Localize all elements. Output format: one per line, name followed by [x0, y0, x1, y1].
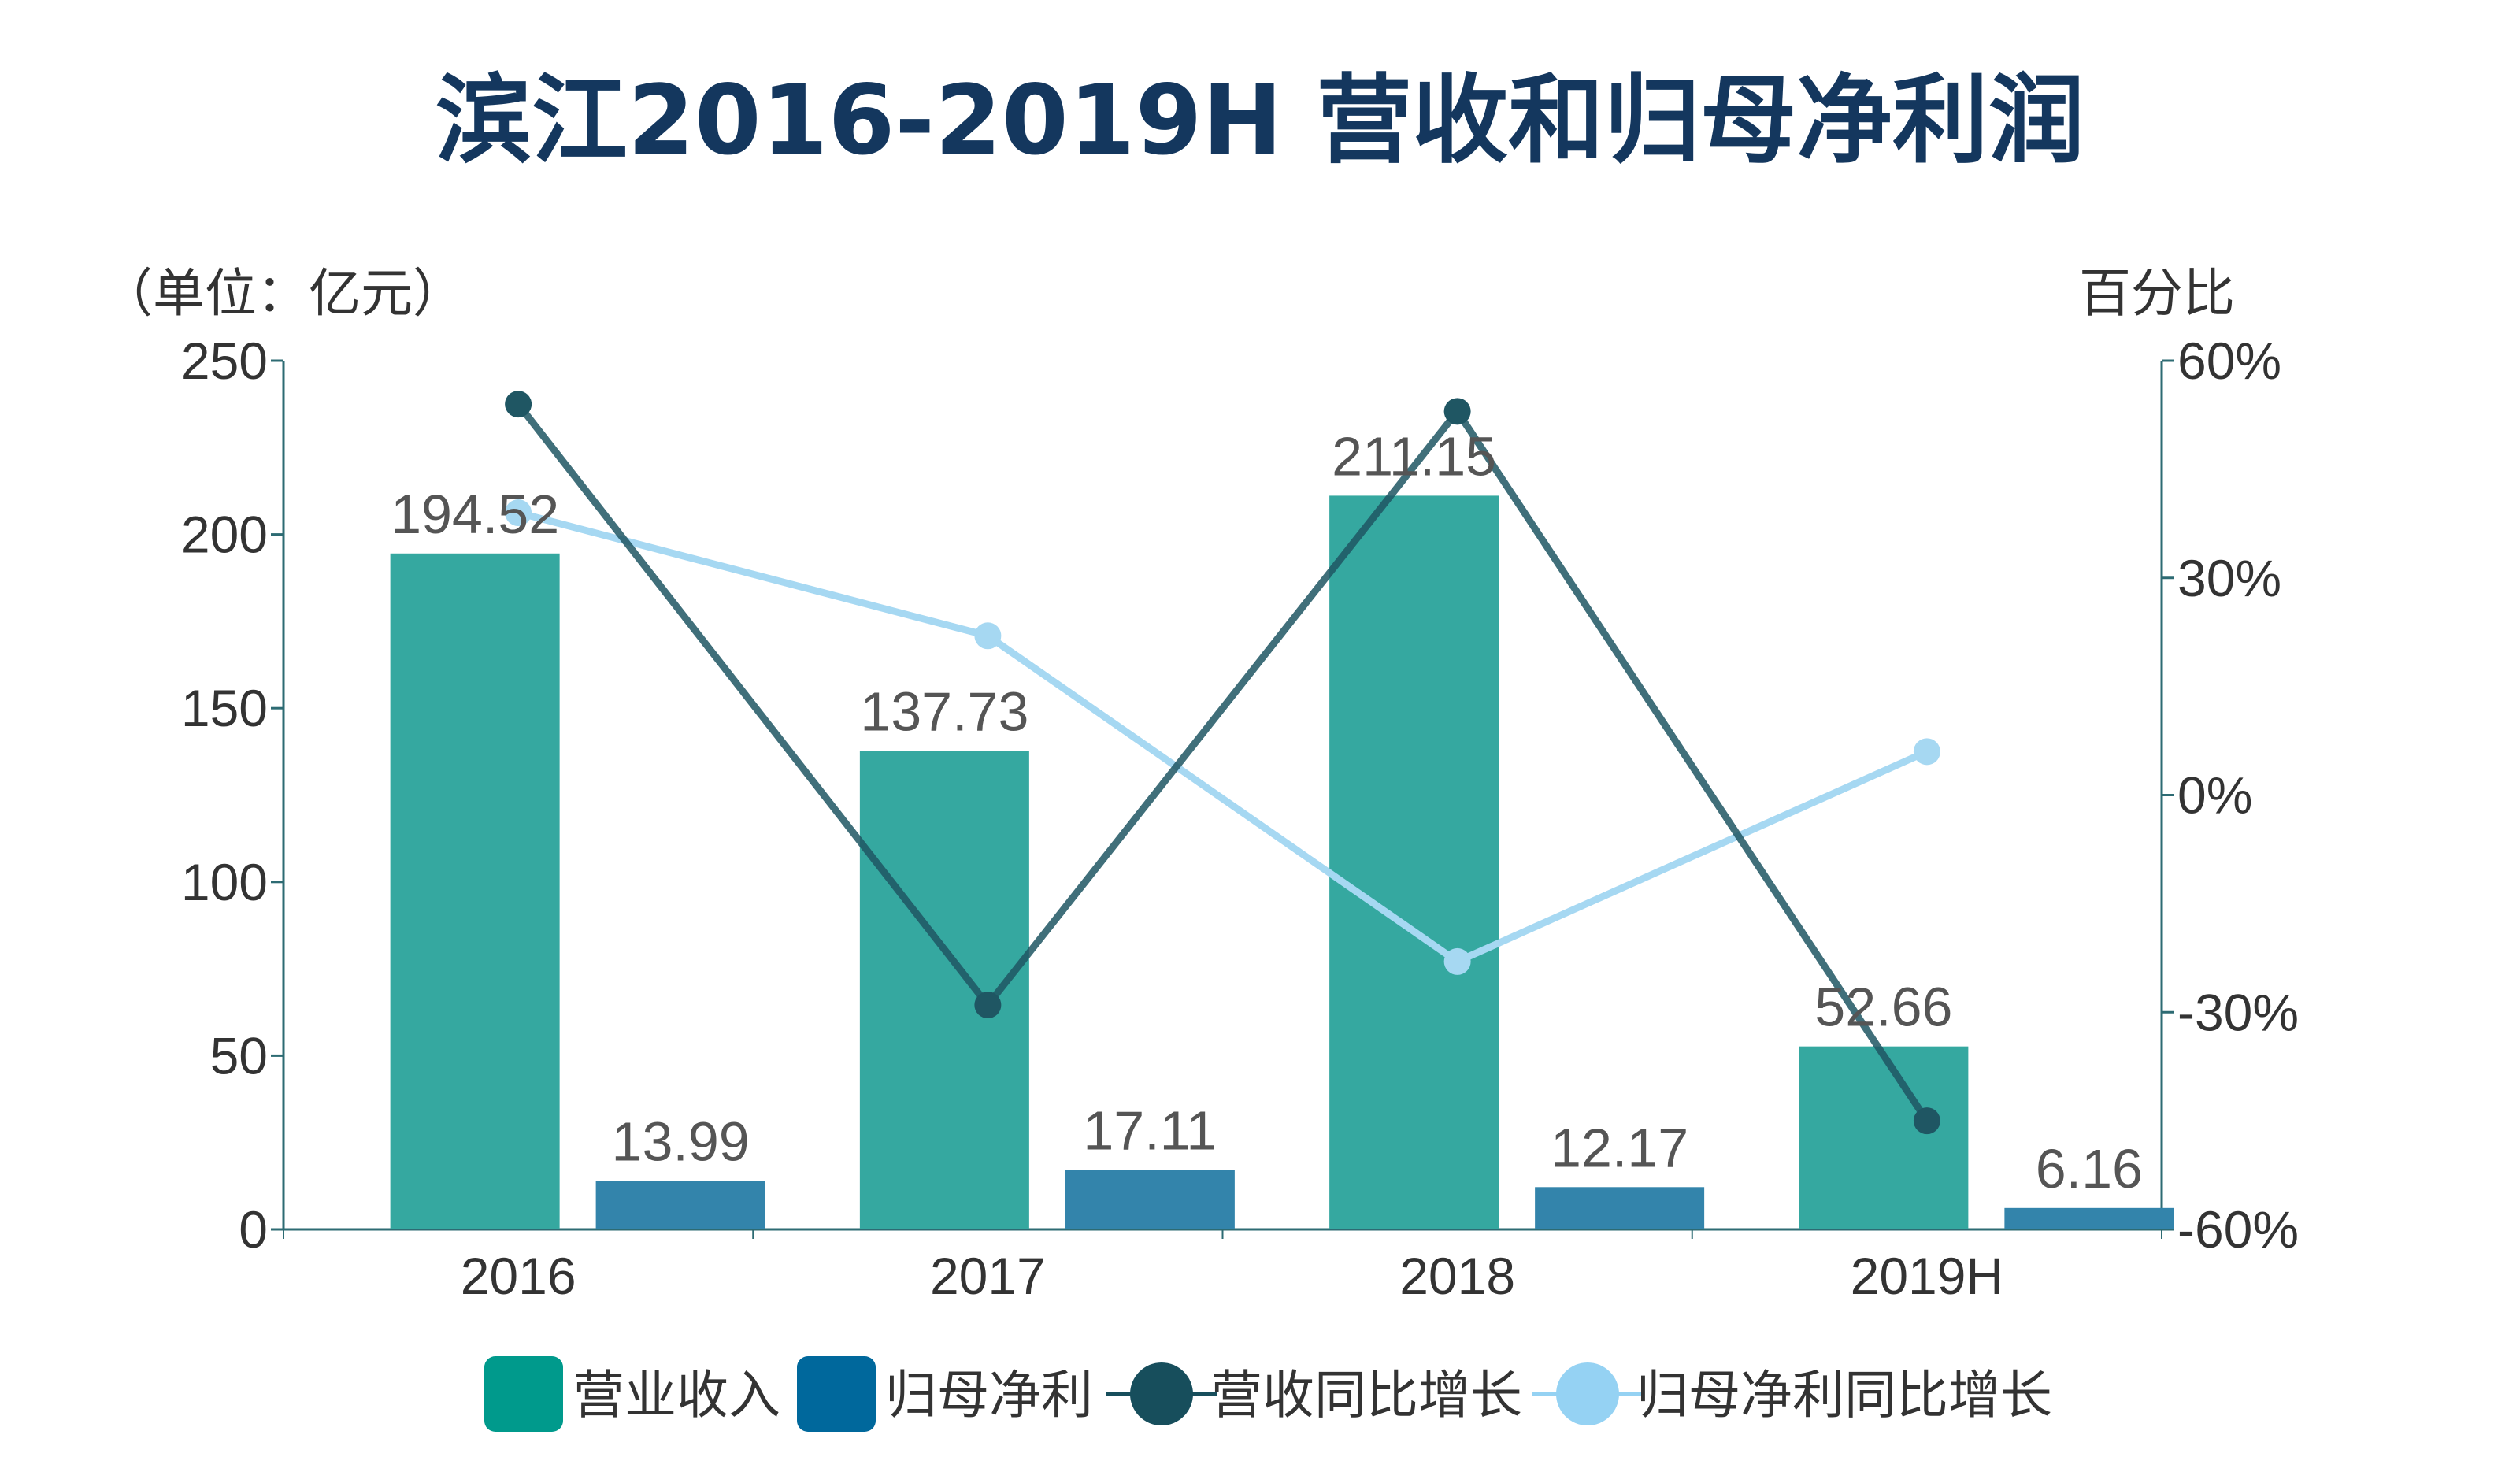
right-tick-label: 60%: [2177, 332, 2281, 390]
bars-layer: [390, 495, 2174, 1229]
bar-营业收入-2016: [390, 553, 560, 1229]
legend-marker-营收同比增长: [1130, 1362, 1193, 1425]
data-label-归母净利-2019H: 6.16: [2036, 1138, 2143, 1199]
right-tick-label: 30%: [2177, 549, 2281, 607]
legend: 营业收入 归母净利 营收同比增长 归母净利同比增长: [484, 1356, 2052, 1432]
data-label-营业收入-2016: 194.52: [391, 484, 559, 545]
data-label-归母净利-2017: 17.11: [1083, 1100, 1217, 1162]
bar-归母净利-2016: [595, 1181, 765, 1229]
line-归母净利同比增长: [517, 509, 1929, 966]
point-归母净利同比增长-2018: [1443, 947, 1471, 975]
legend-swatch-营业收入: [484, 1356, 563, 1432]
x-tick-label: 2016: [461, 1247, 576, 1305]
x-tick-label: 2019H: [1851, 1247, 2004, 1305]
left-axis-unit-label: （单位：亿元）: [101, 263, 465, 324]
left-tick-label: 50: [210, 1026, 268, 1084]
data-label-营业收入-2018: 211.15: [1332, 425, 1496, 487]
legend-swatch-归母净利: [797, 1356, 876, 1432]
legend-label-归母净利: 归母净利: [885, 1365, 1093, 1425]
left-tick-label: 0: [239, 1200, 268, 1259]
right-axis-label: 百分比: [2079, 263, 2235, 324]
x-tick-label: 2018: [1399, 1247, 1515, 1305]
left-tick-label: 250: [181, 332, 268, 390]
bar-归母净利-2017: [1065, 1170, 1235, 1229]
legend-label-营收同比增长: 营收同比增长: [1210, 1365, 1522, 1425]
bar-归母净利-2019H: [2004, 1207, 2174, 1229]
point-营收同比增长-2017: [974, 992, 1002, 1019]
point-归母净利同比增长-2016: [505, 499, 532, 527]
line-营收同比增长: [515, 402, 1930, 1123]
right-tick-label: 0%: [2177, 766, 2252, 825]
right-tick-label: -30%: [2177, 983, 2299, 1041]
lines-layer: [505, 391, 1940, 1135]
x-tick-label: 2017: [930, 1247, 1046, 1305]
data-label-归母净利-2018: 12.17: [1551, 1117, 1688, 1178]
axes-layer: 0 50 100 150 200 250 -60% -30% 0% 30% 60% 2016 2017 2…: [181, 332, 2299, 1305]
point-归母净利同比增长-2019H: [1913, 738, 1940, 766]
point-营收同比增长-2018: [1443, 398, 1471, 425]
chart-title: 滨江2016-2019H 营收和归母净利润: [435, 65, 2085, 176]
data-label-归母净利-2016: 13.99: [612, 1110, 750, 1172]
data-labels-layer: 194.52 137.73 211.15 52.66 13.99 17.11 12.17 6.…: [391, 425, 2143, 1199]
legend-label-归母净利同比增长: 归母净利同比增长: [1636, 1365, 2052, 1425]
data-label-营业收入-2017: 137.73: [860, 680, 1028, 742]
left-tick-label: 150: [181, 679, 268, 737]
left-tick-label: 200: [181, 506, 268, 564]
data-label-营业收入-2019H: 52.66: [1814, 977, 1952, 1038]
legend-label-营业收入: 营业收入: [573, 1365, 780, 1425]
point-归母净利同比增长-2017: [974, 622, 1002, 650]
right-tick-label: -60%: [2177, 1200, 2299, 1259]
bar-归母净利-2018: [1535, 1187, 1705, 1229]
point-营收同比增长-2016: [505, 391, 532, 418]
point-营收同比增长-2019H: [1913, 1107, 1940, 1135]
bar-营业收入-2019H: [1799, 1046, 1969, 1229]
left-tick-label: 100: [181, 853, 268, 911]
legend-marker-归母净利同比增长: [1556, 1362, 1619, 1425]
bar-营业收入-2018: [1329, 495, 1499, 1229]
